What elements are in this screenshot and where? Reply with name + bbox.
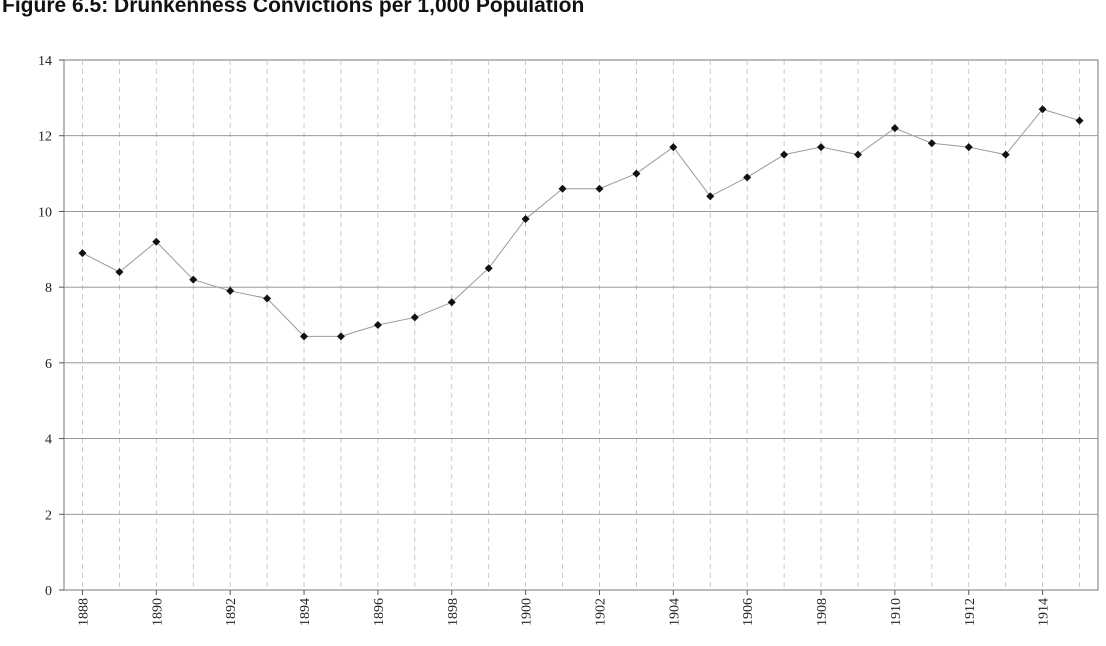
- data-point: [853, 150, 862, 159]
- data-point: [927, 139, 936, 148]
- data-point: [78, 249, 87, 258]
- data-point: [336, 332, 345, 341]
- x-tick-label: 1910: [889, 598, 904, 626]
- y-tick-label: 12: [38, 130, 52, 145]
- data-point: [964, 143, 973, 152]
- x-tick-label: 1892: [224, 598, 239, 626]
- y-tick-label: 8: [45, 281, 52, 296]
- y-tick-label: 0: [45, 584, 52, 599]
- y-tick-label: 6: [45, 357, 52, 372]
- data-point: [373, 321, 382, 329]
- horizontal-grid: [64, 135, 1098, 515]
- y-axis-ticks: 0 2 4 6 8 10 12 14: [38, 54, 64, 599]
- y-tick-label: 10: [38, 205, 52, 220]
- series-group: [78, 105, 1084, 341]
- data-point: [817, 143, 826, 152]
- x-tick-label: 1900: [520, 598, 535, 626]
- data-point: [1075, 116, 1084, 125]
- x-tick-label: 1890: [150, 598, 165, 626]
- data-point: [189, 275, 198, 284]
- data-point: [152, 237, 161, 246]
- series-line: [82, 108, 1080, 337]
- x-tick-label: 1898: [446, 598, 461, 626]
- data-point: [558, 184, 567, 193]
- data-point: [743, 173, 752, 182]
- data-point: [447, 298, 456, 307]
- x-tick-label: 1906: [741, 598, 756, 626]
- data-point: [1038, 105, 1047, 114]
- data-point: [226, 286, 235, 295]
- x-tick-label: 1888: [76, 598, 91, 626]
- y-tick-label: 2: [45, 508, 52, 523]
- figure-title: Figure 6.5: Drunkenness Convictions per …: [2, 0, 585, 17]
- vertical-grid: [82, 60, 1080, 590]
- y-tick-label: 4: [45, 433, 52, 448]
- x-tick-label: 1904: [667, 598, 682, 626]
- data-point: [263, 294, 272, 303]
- y-tick-label: 14: [38, 54, 52, 69]
- data-point: [410, 313, 419, 322]
- data-point: [780, 150, 789, 159]
- x-tick-label: 1908: [815, 598, 830, 626]
- x-tick-label: 1902: [593, 598, 608, 626]
- plot-frame: [63, 59, 1099, 591]
- data-point: [706, 192, 715, 201]
- data-point: [115, 268, 124, 276]
- data-point: [484, 264, 493, 273]
- data-point: [632, 169, 641, 178]
- data-point: [1001, 150, 1010, 159]
- x-tick-label: 1914: [1037, 598, 1052, 626]
- x-axis-ticks: 1888 1890 1892 1894 1896 1898 1900 1902 1904 1906…: [76, 590, 1052, 626]
- data-point: [300, 332, 309, 341]
- data-point: [595, 184, 604, 193]
- x-tick-label: 1912: [963, 598, 978, 626]
- data-point: [669, 143, 678, 152]
- data-point: [521, 215, 530, 223]
- data-point: [890, 124, 899, 133]
- x-tick-label: 1894: [298, 598, 313, 626]
- x-tick-label: 1896: [372, 598, 387, 626]
